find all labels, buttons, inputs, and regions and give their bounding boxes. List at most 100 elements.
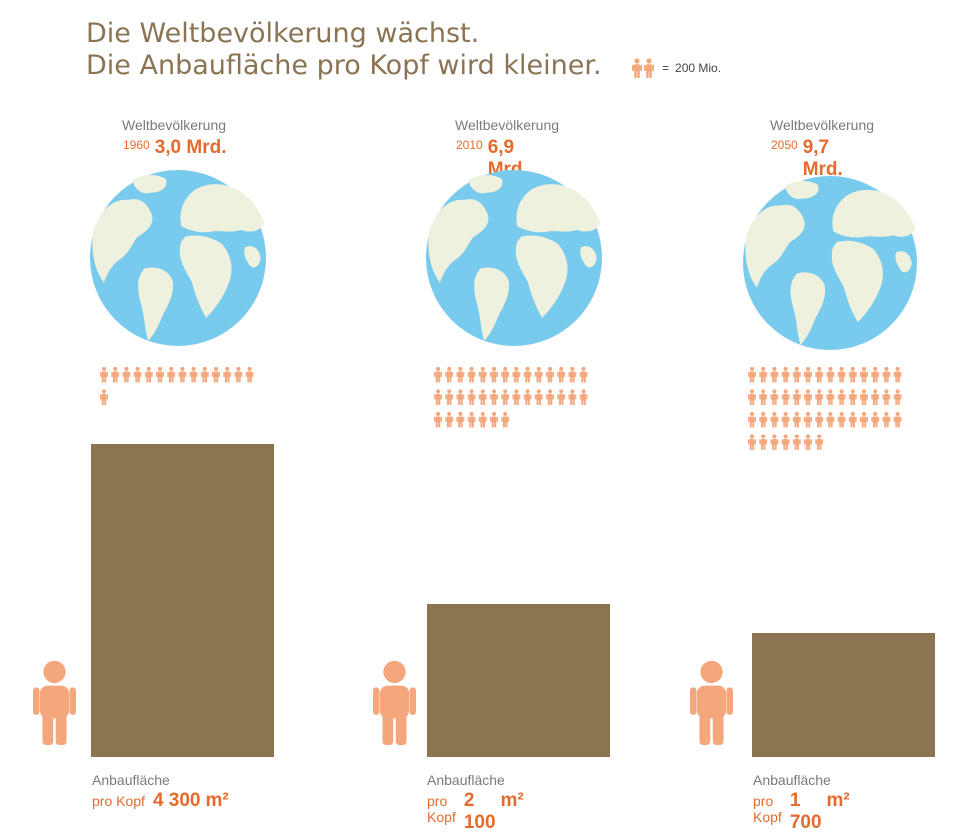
pictogram-person xyxy=(826,389,835,405)
population-label: Weltbevölkerung xyxy=(770,117,875,133)
pictogram-person xyxy=(781,434,790,450)
pictogram-person xyxy=(546,366,554,383)
globe-icon xyxy=(426,170,602,346)
population-value: 3,0 Mrd. xyxy=(154,137,227,158)
pictogram-person xyxy=(748,434,756,450)
legend-equals: = xyxy=(662,61,670,75)
pictogram-person xyxy=(826,366,835,383)
pictogram-person xyxy=(792,366,801,383)
bar-area xyxy=(752,633,935,757)
area-line: pro Kopf 4 300 m² xyxy=(92,790,229,812)
pictogram-person xyxy=(523,389,532,405)
population-year: 2050 xyxy=(771,138,798,152)
pictogram-person xyxy=(445,389,454,405)
pictogram-person xyxy=(815,434,824,450)
area-unit: m² xyxy=(826,790,850,811)
pictogram-person xyxy=(456,366,465,383)
pictogram-person xyxy=(579,389,588,405)
pictogram-person xyxy=(826,411,835,428)
pictogram-person xyxy=(467,411,476,428)
pictogram-person xyxy=(837,389,846,405)
pictogram-person xyxy=(501,411,510,428)
pictogram-person xyxy=(478,389,487,405)
column-2010: Weltbevölkerung 2010 6,9 Mrd. Anbaufläch… xyxy=(0,0,610,835)
pictogram-person xyxy=(568,366,577,383)
pictogram-person xyxy=(804,411,812,428)
pictogram-person xyxy=(759,366,768,383)
area-label: Anbaufläche xyxy=(92,772,170,788)
population-year: 2010 xyxy=(456,138,483,152)
pictogram-person xyxy=(759,434,768,450)
pictogram-person xyxy=(512,389,521,405)
pictogram-person xyxy=(478,411,487,428)
column-1960: Weltbevölkerung 1960 3,0 Mrd. Anbaufläch… xyxy=(0,0,300,835)
pictogram-person xyxy=(837,366,846,383)
pictogram-grid xyxy=(748,366,902,450)
pictogram-person xyxy=(456,389,465,405)
area-per-capita: pro Kopf xyxy=(427,793,456,825)
pictogram-person xyxy=(557,366,566,383)
pictogram-person xyxy=(882,366,891,383)
pictogram-person xyxy=(445,411,454,428)
area-per-capita: pro Kopf xyxy=(92,793,145,809)
pictogram-person xyxy=(815,366,824,383)
pictogram-person xyxy=(490,389,498,405)
pictogram-person xyxy=(882,411,891,428)
pictogram-person xyxy=(893,389,902,405)
pictogram-person xyxy=(815,411,824,428)
population-line: 1960 3,0 Mrd. xyxy=(123,137,227,159)
pictogram-person xyxy=(871,411,880,428)
area-value: 1 700 xyxy=(789,790,822,833)
pictogram-person xyxy=(579,366,588,383)
two-people-icon xyxy=(632,58,654,78)
pictogram-person xyxy=(759,389,768,405)
pictogram-person xyxy=(804,366,812,383)
pictogram-person xyxy=(434,411,442,428)
pictogram-person xyxy=(871,366,880,383)
chart-title: Die Weltbevölkerung wächst. Die Anbauflä… xyxy=(86,18,602,82)
bar-area xyxy=(427,604,610,757)
pictogram-person xyxy=(456,411,465,428)
pictogram-person xyxy=(490,366,498,383)
population-value: 9,7 Mrd. xyxy=(802,137,843,180)
pictogram-person xyxy=(512,366,521,383)
area-label: Anbaufläche xyxy=(427,772,505,788)
population-label: Weltbevölkerung xyxy=(122,117,227,133)
title-line-1: Die Weltbevölkerung wächst. xyxy=(86,18,480,49)
area-value: 2 100 xyxy=(463,790,496,833)
pictogram-person xyxy=(478,366,487,383)
area-value: 4 300 xyxy=(152,790,201,811)
area-per-capita: pro Kopf xyxy=(753,793,782,825)
pictogram-person xyxy=(792,389,801,405)
pictogram-person xyxy=(501,389,510,405)
pictogram-person xyxy=(501,366,510,383)
pictogram-person xyxy=(882,389,891,405)
column-2050: Weltbevölkerung 2050 9,7 Mrd. Anbaufläch… xyxy=(0,0,935,835)
legend: = 200 Mio. xyxy=(632,58,721,78)
area-unit: m² xyxy=(500,790,524,811)
pictogram-person xyxy=(770,411,779,428)
pictogram-person xyxy=(770,389,779,405)
pictogram-person xyxy=(523,366,532,383)
area-label: Anbaufläche xyxy=(753,772,831,788)
pictogram-person xyxy=(860,366,868,383)
pictogram-person xyxy=(534,389,543,405)
pictogram-person xyxy=(557,389,566,405)
globe-icon xyxy=(743,176,917,350)
pictogram-person xyxy=(434,389,442,405)
pictogram-person xyxy=(848,389,857,405)
pictogram-person xyxy=(770,366,779,383)
pictogram-person xyxy=(534,366,543,383)
pictogram-person xyxy=(546,389,554,405)
pictogram-person xyxy=(445,366,454,383)
bar-area xyxy=(91,444,274,757)
pictogram-person xyxy=(759,411,768,428)
person-icon xyxy=(690,646,733,758)
area-line: pro Kopf 1 700 m² xyxy=(753,790,850,834)
pictogram-person xyxy=(467,366,476,383)
pictogram-person xyxy=(490,411,498,428)
pictogram-person xyxy=(893,411,902,428)
pictogram-grid xyxy=(434,366,588,428)
area-line: pro Kopf 2 100 m² xyxy=(427,790,524,834)
pictogram-person xyxy=(748,366,756,383)
